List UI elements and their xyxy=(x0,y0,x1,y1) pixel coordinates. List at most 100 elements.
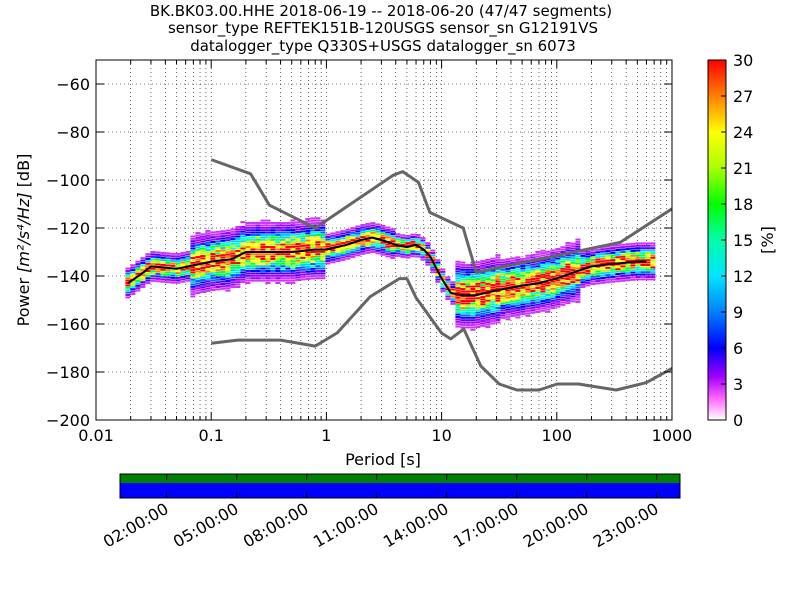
heat-cell xyxy=(230,250,236,253)
heat-cell xyxy=(210,233,216,236)
heat-cell xyxy=(400,236,406,239)
heat-cell xyxy=(535,289,541,292)
heat-cell xyxy=(330,249,336,252)
heat-cell xyxy=(190,247,196,250)
heat-cell xyxy=(230,276,236,279)
heat-cell xyxy=(225,280,231,283)
heat-cell xyxy=(480,260,486,263)
heat-cell xyxy=(270,226,276,229)
heat-cell xyxy=(415,250,421,253)
heat-cell xyxy=(525,273,531,276)
heat-cell xyxy=(435,273,441,276)
heat-cell xyxy=(555,286,561,289)
heat-cell xyxy=(325,243,331,246)
heat-cell xyxy=(560,294,566,297)
heat-cell xyxy=(130,273,136,276)
heat-cell xyxy=(505,296,511,299)
heat-cell xyxy=(625,279,631,282)
heat-cell xyxy=(470,271,476,274)
heat-cell xyxy=(550,249,556,252)
heat-cell xyxy=(280,277,286,280)
heat-cell xyxy=(235,252,241,255)
heat-cell xyxy=(475,290,481,293)
heat-cell xyxy=(645,276,651,278)
heat-cell xyxy=(230,262,236,265)
heat-cell xyxy=(150,255,156,258)
heat-cell xyxy=(290,231,296,234)
heat-cell xyxy=(280,270,286,272)
y-tick-label: −60 xyxy=(56,75,90,94)
heat-cell xyxy=(300,266,306,269)
heat-cell xyxy=(605,250,611,253)
heat-cell xyxy=(135,282,141,285)
heat-cell xyxy=(500,302,506,305)
heat-cell xyxy=(220,254,226,257)
heat-cell xyxy=(535,267,541,270)
heat-cell xyxy=(255,241,261,244)
heat-cell xyxy=(310,241,316,244)
heat-cell xyxy=(230,281,236,284)
heat-cell xyxy=(420,258,426,261)
heat-cell xyxy=(610,249,616,252)
heat-cell xyxy=(555,303,561,306)
heat-cell xyxy=(135,289,141,292)
heat-cell xyxy=(270,231,276,234)
heat-cell xyxy=(315,219,321,222)
heat-cell xyxy=(290,253,296,256)
heat-cell xyxy=(520,277,526,280)
heat-cell xyxy=(485,275,491,278)
heat-cell xyxy=(225,287,231,290)
y-tick-label: −140 xyxy=(46,267,90,286)
heat-cell xyxy=(125,274,131,277)
heat-cell xyxy=(220,275,226,278)
heat-cell xyxy=(455,277,461,280)
heat-cell xyxy=(525,264,531,267)
heat-cell xyxy=(230,247,236,250)
x-tick-label: 0.1 xyxy=(198,426,223,445)
heat-cell xyxy=(595,282,601,285)
heat-cell xyxy=(310,270,316,273)
heat-cell xyxy=(495,273,501,276)
heat-cell xyxy=(195,280,201,283)
heat-cell xyxy=(565,285,571,288)
heat-cell xyxy=(545,272,551,275)
heat-cell xyxy=(635,252,641,254)
heat-cell xyxy=(140,259,146,262)
heat-cell xyxy=(205,277,211,280)
heat-cell xyxy=(260,253,266,256)
heat-cell xyxy=(595,268,601,271)
heat-cell xyxy=(350,246,356,249)
heat-cell xyxy=(285,265,291,268)
heat-cell xyxy=(575,252,581,255)
heat-cell xyxy=(405,256,411,259)
heat-cell xyxy=(575,276,581,279)
heat-cell xyxy=(295,278,301,281)
heat-cell xyxy=(155,251,161,254)
heat-cell xyxy=(405,237,411,240)
heat-cell xyxy=(515,294,521,297)
heat-cell xyxy=(480,264,486,267)
heat-cell xyxy=(565,290,571,293)
heat-cell xyxy=(650,273,656,276)
heat-cell xyxy=(510,302,516,305)
heat-cell xyxy=(180,251,186,254)
heat-cell xyxy=(150,258,156,261)
heat-cell xyxy=(185,250,191,253)
heat-cell xyxy=(520,289,526,292)
heat-cell xyxy=(510,288,516,291)
heat-cell xyxy=(370,250,376,253)
heat-cell xyxy=(500,314,506,317)
heat-cell xyxy=(640,264,646,266)
heat-cell xyxy=(345,247,351,250)
heat-cell xyxy=(200,290,206,293)
heat-cell xyxy=(310,272,316,275)
heat-cell xyxy=(250,270,256,272)
heat-cell xyxy=(135,279,141,282)
heat-cell xyxy=(605,269,611,272)
heat-cell xyxy=(605,274,611,277)
heat-cell xyxy=(195,272,201,275)
heat-cell xyxy=(460,288,466,290)
heat-cell xyxy=(345,252,351,255)
heat-cell xyxy=(260,222,266,224)
heat-cell xyxy=(525,314,531,317)
